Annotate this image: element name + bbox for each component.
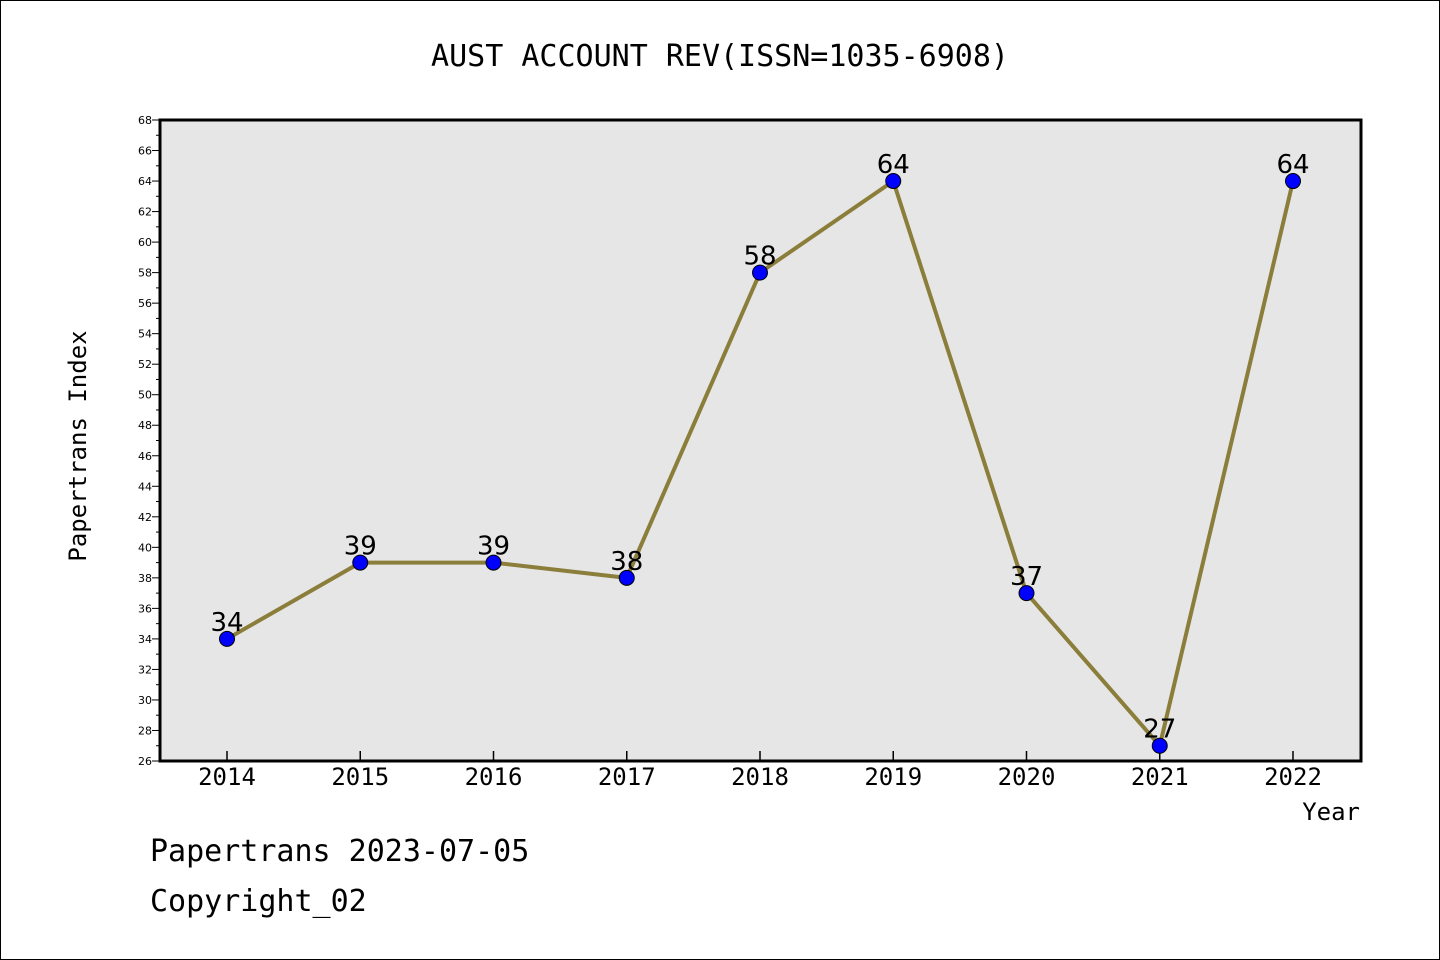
y-tick-label: 64 bbox=[138, 175, 152, 188]
y-tick-label: 28 bbox=[138, 724, 152, 737]
y-tick-label: 68 bbox=[138, 114, 152, 127]
data-label: 37 bbox=[1010, 562, 1043, 592]
footer-date: Papertrans 2023-07-05 bbox=[150, 834, 530, 869]
data-label: 38 bbox=[610, 547, 643, 577]
y-tick-label: 36 bbox=[138, 602, 152, 615]
chart-title: AUST ACCOUNT REV(ISSN=1035-6908) bbox=[431, 39, 1009, 74]
data-point bbox=[1018, 585, 1035, 602]
y-tick-label: 40 bbox=[138, 541, 152, 554]
data-point bbox=[885, 173, 902, 190]
data-point bbox=[485, 554, 502, 571]
data-label: 27 bbox=[1143, 715, 1176, 745]
y-tick-label: 56 bbox=[138, 297, 152, 310]
data-label: 39 bbox=[477, 532, 510, 562]
y-tick-label: 26 bbox=[138, 755, 152, 768]
data-label: 64 bbox=[877, 150, 910, 180]
data-label: 39 bbox=[344, 532, 377, 562]
data-label: 58 bbox=[743, 242, 776, 272]
y-tick-label: 42 bbox=[138, 511, 152, 524]
y-tick-label: 46 bbox=[138, 450, 152, 463]
y-tick-label: 30 bbox=[138, 694, 152, 707]
data-point bbox=[1285, 173, 1301, 190]
x-tick-label: 2016 bbox=[465, 763, 523, 791]
data-point bbox=[1151, 737, 1168, 754]
data-point bbox=[352, 554, 369, 571]
y-tick-label: 48 bbox=[138, 419, 152, 432]
y-tick-label: 62 bbox=[138, 206, 152, 219]
x-tick-label: 2015 bbox=[331, 763, 389, 791]
y-tick-label: 52 bbox=[138, 358, 152, 371]
y-tick-label: 66 bbox=[138, 145, 152, 158]
x-tick-label: 2018 bbox=[731, 763, 789, 791]
x-tick-label: 2020 bbox=[998, 763, 1056, 791]
y-tick-label: 38 bbox=[138, 572, 152, 585]
y-tick-label: 58 bbox=[138, 267, 152, 280]
y-axis: 26 28 30 32 34 36 38 40 42 44 46 48 50 52 54 56 58 60 62 64… bbox=[138, 114, 160, 768]
x-tick-label: 2021 bbox=[1131, 763, 1189, 791]
data-point bbox=[618, 569, 635, 586]
x-axis-label: Year bbox=[1302, 798, 1360, 826]
data-label: 64 bbox=[1276, 150, 1309, 180]
x-axis: 2014 2015 2016 2017 2018 2019 2020 2021 2022 bbox=[198, 751, 1322, 791]
data-label: 34 bbox=[210, 608, 243, 638]
plot-area bbox=[158, 118, 1363, 763]
x-tick-label: 2022 bbox=[1264, 763, 1322, 791]
y-tick-label: 60 bbox=[138, 236, 152, 249]
footer-copyright: Copyright_02 bbox=[150, 884, 367, 919]
x-tick-label: 2017 bbox=[598, 763, 656, 791]
x-tick-label: 2014 bbox=[198, 763, 256, 791]
data-point bbox=[752, 264, 768, 281]
y-tick-label: 44 bbox=[138, 480, 152, 493]
y-axis-label: Papertrans Index bbox=[64, 330, 92, 561]
y-tick-label: 32 bbox=[138, 663, 152, 676]
series: 34 39 39 38 58 64 37 27 64 bbox=[210, 150, 1310, 754]
x-tick-label: 2019 bbox=[864, 763, 922, 791]
y-tick-label: 54 bbox=[138, 328, 152, 341]
data-point bbox=[219, 630, 235, 647]
y-tick-label: 34 bbox=[138, 633, 152, 646]
y-tick-label: 50 bbox=[138, 389, 152, 402]
